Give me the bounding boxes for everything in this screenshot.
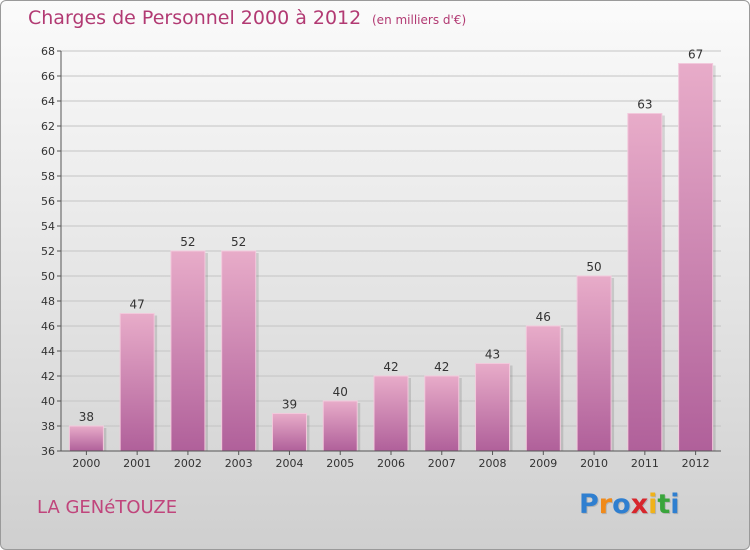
x-tick-label: 2009: [529, 457, 557, 470]
x-tick-label: 2000: [72, 457, 100, 470]
y-tick-label: 58: [41, 170, 55, 183]
labels: 36 38 40 42 44 46 48 50 52 54 56 58 60 62 64 66 68 38 2000…: [41, 45, 710, 470]
bar-value-label: 52: [231, 235, 246, 249]
bar: [576, 275, 612, 452]
axes: [57, 50, 721, 455]
y-tick-label: 62: [41, 120, 55, 133]
y-tick-label: 42: [41, 370, 55, 383]
y-tick-label: 36: [41, 445, 55, 458]
x-tick-label: 2001: [123, 457, 151, 470]
y-tick-label: 50: [41, 270, 55, 283]
bar-value-label: 46: [536, 310, 551, 324]
x-tick-label: 2007: [428, 457, 456, 470]
x-tick-label: 2004: [275, 457, 303, 470]
bar: [170, 250, 206, 452]
bars: [68, 63, 716, 452]
bar: [424, 375, 460, 452]
bar: [119, 313, 155, 452]
y-tick-label: 60: [41, 145, 55, 158]
y-tick-label: 48: [41, 295, 55, 308]
y-tick-label: 64: [41, 95, 55, 108]
y-tick-label: 66: [41, 70, 55, 83]
bar-value-label: 39: [282, 398, 297, 412]
bar-value-label: 50: [586, 260, 601, 274]
y-tick-label: 56: [41, 195, 55, 208]
bar-value-label: 40: [333, 385, 348, 399]
bar-value-label: 42: [383, 360, 398, 374]
town-name: LA GENéTOUZE: [37, 497, 178, 518]
bar: [627, 113, 663, 452]
logo-letter: r: [598, 489, 613, 520]
y-tick-label: 44: [41, 345, 55, 358]
bar-value-label: 47: [130, 298, 145, 312]
bar: [68, 425, 104, 452]
x-tick-label: 2002: [174, 457, 202, 470]
bar-value-label: 38: [79, 410, 94, 424]
bar: [221, 250, 257, 452]
bar-value-label: 43: [485, 348, 500, 362]
chart-title: Charges de Personnel 2000 à 2012: [28, 7, 362, 29]
x-tick-label: 2003: [225, 457, 253, 470]
logo-letter: i: [648, 489, 658, 520]
bar-value-label: 52: [180, 235, 195, 249]
bar-value-label: 63: [637, 98, 652, 112]
bar-value-label: 42: [434, 360, 449, 374]
proxiti-logo: Proxiti: [579, 489, 680, 520]
bar-value-label: 67: [688, 48, 703, 62]
bar: [475, 363, 511, 452]
logo-letter: i: [670, 489, 680, 520]
bar: [373, 375, 409, 452]
logo-letter: P: [579, 489, 599, 520]
x-tick-label: 2005: [326, 457, 354, 470]
y-tick-label: 52: [41, 245, 55, 258]
x-tick-label: 2012: [682, 457, 710, 470]
y-tick-label: 68: [41, 45, 55, 58]
chart-subtitle: (en milliers d'€): [372, 13, 467, 27]
x-tick-label: 2008: [479, 457, 507, 470]
y-tick-label: 46: [41, 320, 55, 333]
x-tick-label: 2010: [580, 457, 608, 470]
logo-letter: x: [630, 489, 649, 520]
x-tick-label: 2011: [631, 457, 659, 470]
y-tick-label: 54: [41, 220, 55, 233]
y-tick-label: 38: [41, 420, 55, 433]
bar: [271, 413, 307, 452]
y-tick-label: 40: [41, 395, 55, 408]
bar: [525, 325, 561, 452]
logo-letter: o: [612, 489, 631, 520]
x-tick-label: 2006: [377, 457, 405, 470]
logo-letter: t: [657, 489, 671, 520]
bar: [322, 400, 358, 452]
bar: [678, 63, 714, 452]
